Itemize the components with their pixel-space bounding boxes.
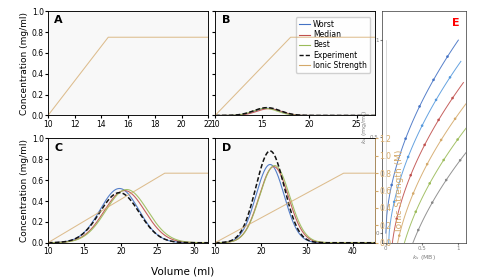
Point: [404, 155, 412, 159]
Point: [443, 178, 450, 182]
Text: A: A: [54, 15, 63, 25]
Point: [390, 199, 398, 204]
Point: [416, 104, 423, 109]
Point: [440, 158, 447, 162]
Point: [402, 136, 409, 141]
Point: [435, 118, 443, 122]
Point: [400, 267, 408, 272]
Point: [418, 123, 426, 128]
Text: Volume (ml): Volume (ml): [151, 266, 214, 276]
Point: [430, 78, 437, 82]
Point: [437, 138, 445, 142]
Text: B: B: [221, 15, 230, 25]
Point: [429, 200, 436, 205]
Point: [407, 173, 415, 177]
Point: [444, 54, 451, 59]
Point: [451, 117, 459, 121]
Point: [388, 183, 396, 187]
Point: [412, 210, 420, 214]
Point: [446, 75, 454, 80]
Y-axis label: Concentration (mg/ml): Concentration (mg/ml): [20, 139, 29, 242]
X-axis label: $k_s$ (MB): $k_s$ (MB): [412, 252, 436, 262]
Legend: Worst, Median, Best, Experiment, Ionic Strength: Worst, Median, Best, Experiment, Ionic S…: [296, 17, 370, 73]
Point: [426, 181, 433, 186]
Point: [456, 158, 464, 162]
Point: [414, 228, 422, 232]
Point: [432, 98, 440, 102]
Y-axis label: Ionic Strength (M): Ionic Strength (M): [395, 150, 404, 231]
Y-axis label: Concentration (mg/ml): Concentration (mg/ml): [20, 12, 29, 115]
Point: [398, 250, 406, 255]
Point: [396, 234, 403, 238]
Y-axis label: $k_s$ (mg/ml): $k_s$ (mg/ml): [360, 110, 369, 144]
Text: D: D: [221, 143, 231, 153]
Point: [421, 143, 429, 147]
Text: C: C: [54, 143, 62, 153]
Text: E: E: [452, 18, 460, 28]
Point: [409, 191, 417, 196]
Point: [449, 96, 456, 100]
Point: [423, 162, 431, 166]
Point: [454, 137, 461, 142]
Point: [393, 217, 400, 221]
